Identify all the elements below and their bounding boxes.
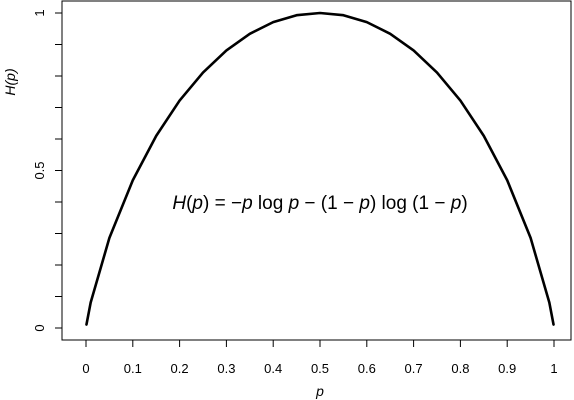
x-axis: 0 0.1 0.2 0.3 0.4 0.5 0.6 0.7 0.8 0.9 1	[82, 339, 558, 376]
x-tick-label: 0.3	[217, 361, 235, 376]
x-tick-label: 0.1	[124, 361, 142, 376]
y-axis-label: H(p)	[2, 68, 18, 95]
x-tick-label: 0	[82, 361, 89, 376]
formula-part: ) log (1 −	[370, 193, 451, 214]
formula-part: H	[172, 193, 186, 214]
formula-part: p	[450, 193, 462, 214]
formula-part: p	[358, 193, 370, 214]
formula-part: )	[461, 193, 467, 214]
x-tick-label: 0.2	[171, 361, 189, 376]
formula-part: p	[191, 193, 203, 214]
x-tick-label: 1	[550, 361, 557, 376]
y-tick-label: 1	[32, 9, 47, 16]
x-tick-label: 0.9	[498, 361, 516, 376]
x-tick-label: 0.4	[264, 361, 282, 376]
y-axis: 00.51	[32, 9, 63, 332]
formula-part: p	[288, 193, 300, 214]
entropy-curve	[85, 11, 555, 326]
formula-part: p	[241, 193, 253, 214]
x-tick-label: 0.8	[451, 361, 469, 376]
x-axis-label: p	[315, 383, 324, 399]
y-tick-label: 0	[32, 324, 47, 331]
formula-annotation: H(p) = −p log p − (1 − p) log (1 − p)	[172, 193, 467, 214]
formula-part: ) = −	[203, 193, 242, 214]
formula-part: − (1 −	[299, 193, 359, 214]
x-tick-label: 0.5	[311, 361, 329, 376]
x-tick-label: 0.6	[358, 361, 376, 376]
formula-part: log	[253, 193, 289, 214]
x-tick-label: 0.7	[405, 361, 423, 376]
y-tick-label: 0.5	[32, 161, 47, 179]
formula-part: (	[186, 193, 193, 214]
